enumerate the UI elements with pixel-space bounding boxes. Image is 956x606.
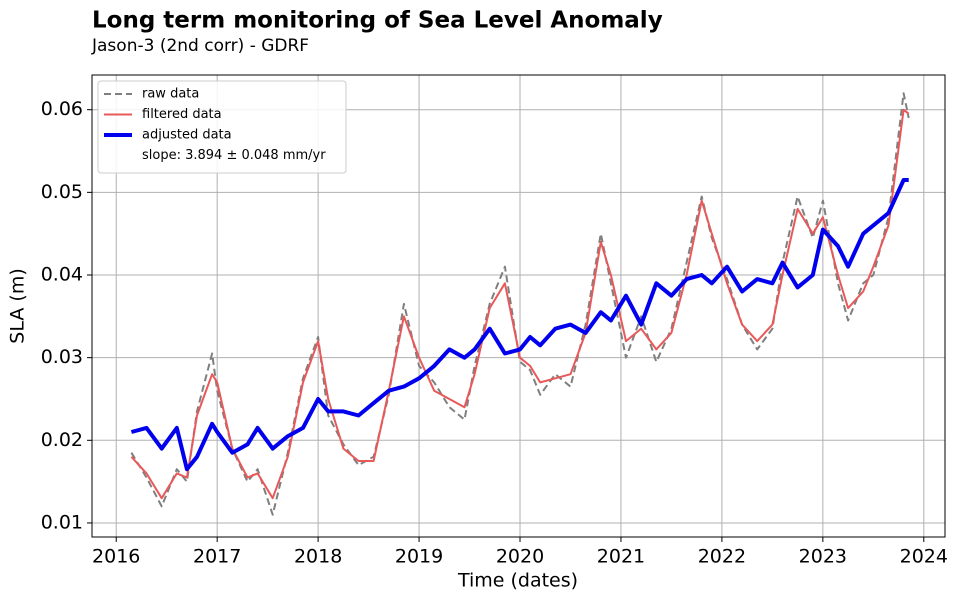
chart-title: Long term monitoring of Sea Level Anomal… — [92, 8, 663, 34]
y-tick-label: 0.05 — [41, 181, 83, 203]
y-axis-label: SLA (m) — [7, 268, 29, 343]
y-tick-label: 0.01 — [41, 511, 83, 533]
x-tick-label: 2021 — [597, 546, 645, 568]
x-tick-label: 2023 — [799, 546, 847, 568]
legend-box — [97, 80, 347, 174]
y-tick-label: 0.02 — [41, 429, 83, 451]
legend-label: filtered data — [142, 107, 222, 122]
y-tick-label: 0.06 — [41, 98, 83, 120]
x-tick-label: 2016 — [92, 546, 140, 568]
x-tick-label: 2022 — [698, 546, 746, 568]
plot-frame — [91, 74, 946, 538]
legend-label: raw data — [142, 87, 199, 102]
legend-label: adjusted data — [142, 128, 232, 143]
x-tick-label: 2024 — [900, 546, 948, 568]
x-tick-label: 2017 — [193, 546, 241, 568]
x-axis-label: Time (dates) — [457, 570, 578, 592]
series-line — [130, 108, 910, 500]
legend-annotation: slope: 3.894 ± 0.048 mm/yr — [142, 148, 326, 163]
x-tick-label: 2019 — [395, 546, 443, 568]
y-tick-label: 0.04 — [41, 264, 83, 286]
series-line — [130, 178, 909, 472]
x-tick-label: 2020 — [496, 546, 544, 568]
y-tick-label: 0.03 — [41, 346, 83, 368]
x-tick-label: 2018 — [294, 546, 342, 568]
chart-subtitle: Jason-3 (2nd corr) - GDRF — [91, 36, 309, 56]
